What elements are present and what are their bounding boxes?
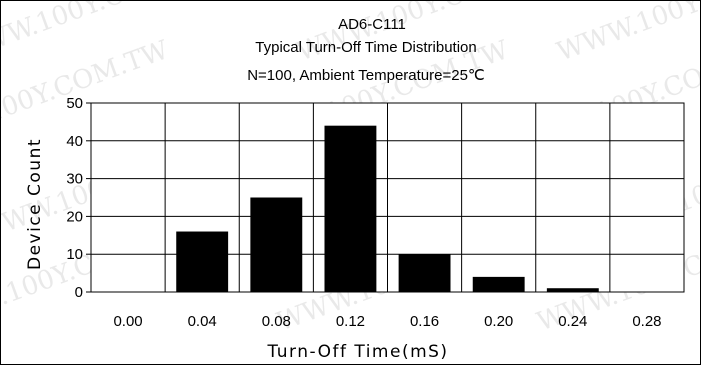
bar — [398, 254, 451, 292]
bar — [324, 125, 377, 293]
x-tick-label: 0.00 — [113, 313, 142, 330]
y-tick-label: 0 — [75, 284, 83, 301]
watermark-text: WWW.100Y.COM.TW — [293, 1, 563, 68]
bar — [176, 231, 229, 292]
y-tick-label: 40 — [66, 133, 83, 150]
x-tick-label: 0.16 — [410, 313, 439, 330]
x-tick-label: 0.24 — [558, 313, 587, 330]
bar — [546, 288, 599, 292]
plot-area: 0 10 20 30 40 50 0.00 0.04 0.08 0.12 0.16 0.20 0.24 0… — [66, 95, 685, 330]
x-tick-label: 0.04 — [188, 313, 217, 330]
chart-title: AD6-C111 — [338, 16, 406, 33]
x-tick-label: 0.28 — [632, 313, 661, 330]
y-axis-label: Device Count — [25, 138, 45, 270]
y-tick-label: 50 — [66, 95, 83, 112]
y-tick-label: 10 — [66, 246, 83, 263]
bar — [472, 276, 525, 292]
watermark-text: WWW.100Y.COM.TW — [553, 1, 700, 68]
bar — [250, 197, 303, 292]
chart-subtitle: Typical Turn-Off Time Distribution — [255, 39, 476, 56]
x-axis-label: Turn-Off Time(mS) — [266, 342, 448, 362]
y-tick-label: 30 — [66, 171, 83, 188]
x-tick-label: 0.20 — [484, 313, 513, 330]
x-tick-label: 0.08 — [262, 313, 291, 330]
chart-subtitle-conditions: N=100, Ambient Temperature=25℃ — [247, 67, 485, 84]
x-tick-label: 0.12 — [336, 313, 365, 330]
y-tick-label: 20 — [66, 208, 83, 225]
